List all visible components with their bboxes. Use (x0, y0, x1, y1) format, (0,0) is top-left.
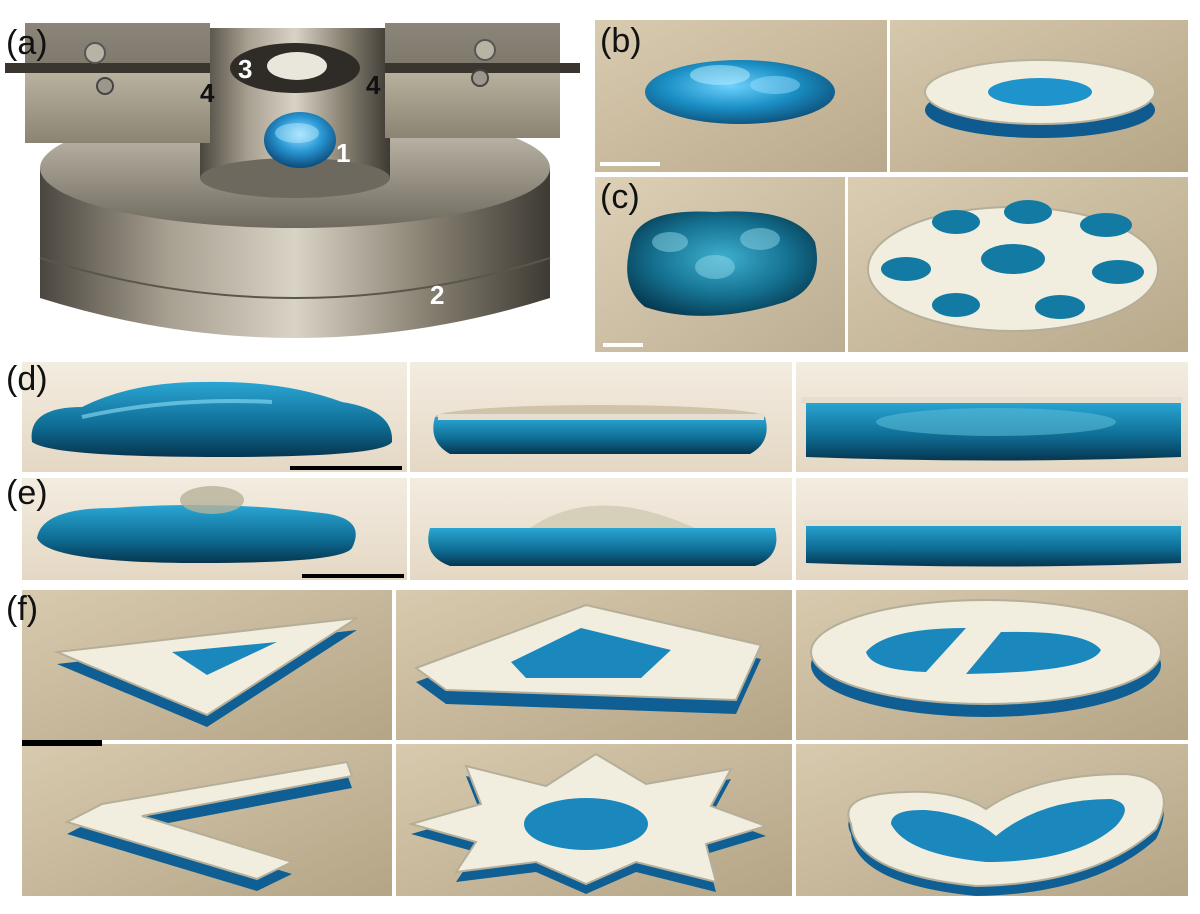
panel-a-apparatus-photo (5, 8, 580, 360)
panel-f-seven-shape-photo (22, 744, 392, 896)
panel-e-left-photo (22, 478, 407, 580)
panel-d-left-photo (22, 362, 407, 472)
panel-label-d: (d) (6, 360, 48, 398)
apparatus-illustration (5, 23, 580, 338)
panel-e-middle-photo (410, 478, 792, 580)
panel-f-heart-photo (796, 744, 1188, 896)
panel-d-right-photo (796, 362, 1188, 472)
callout-number-2: 2 (430, 280, 445, 310)
panel-d-middle-photo (410, 362, 792, 472)
callout-number-4-left: 4 (200, 78, 215, 108)
panel-label-b: (b) (600, 22, 642, 60)
callout-number-4-right: 4 (366, 70, 381, 100)
scale-bar-b (600, 162, 660, 166)
panel-label-f: (f) (6, 590, 39, 628)
callout-number-1: 1 (336, 138, 351, 168)
scale-bar-d (290, 466, 402, 470)
panel-e-right-photo (796, 478, 1188, 580)
panel-f-square-photo (396, 590, 792, 740)
scale-bar-f (22, 740, 102, 746)
panel-c-left-photo (595, 177, 845, 352)
panel-f-star-photo (396, 744, 792, 896)
panel-b-left-photo (595, 20, 887, 172)
panel-f-divided-oval-photo (796, 590, 1188, 740)
panel-b-right-photo (890, 20, 1188, 172)
panel-c-right-photo (848, 177, 1188, 352)
scale-bar-e (302, 574, 404, 578)
callout-number-3: 3 (238, 54, 253, 84)
scale-bar-c (603, 343, 643, 347)
panel-f-triangle-photo (22, 590, 392, 740)
panel-label-e: (e) (6, 474, 48, 512)
panel-label-c: (c) (600, 178, 640, 216)
panel-label-a: (a) (6, 24, 48, 62)
